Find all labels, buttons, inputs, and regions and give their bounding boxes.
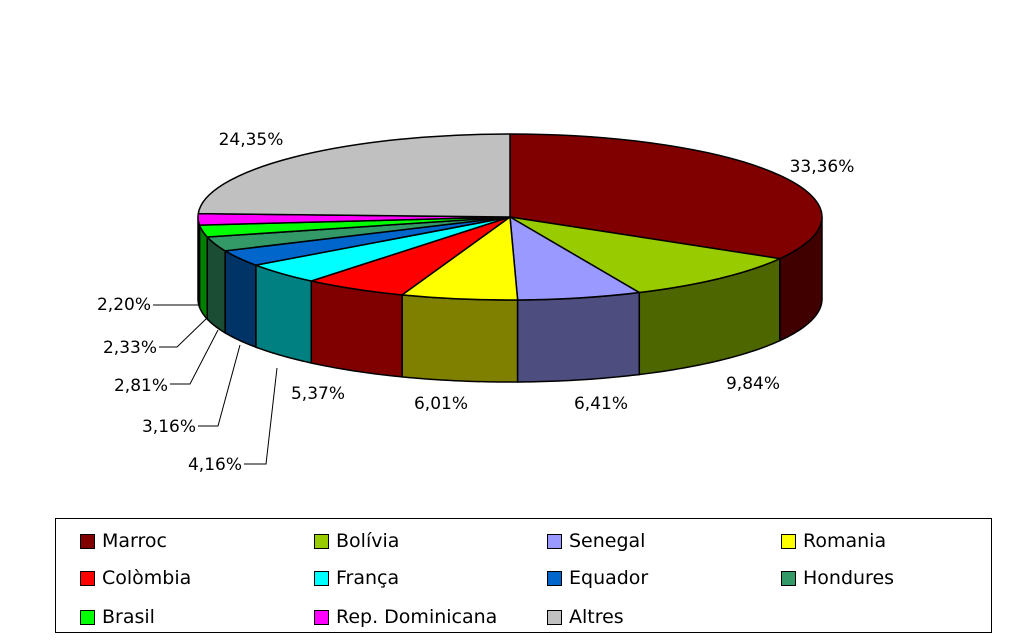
legend-swatch (547, 609, 562, 625)
data-label-romania: 6,01% (414, 394, 468, 414)
data-label-hondures: 2,81% (114, 376, 168, 396)
legend-item: Altres (547, 605, 624, 629)
leader-line-equador (198, 344, 241, 427)
legend-swatch (314, 533, 329, 549)
legend-item: Marroc (80, 529, 167, 553)
legend: Marroc Bolívia Senegal Romania Colòmbia Franç… (55, 518, 992, 633)
pie-tops (197, 133, 823, 301)
data-label-bol-via: 9,84% (726, 374, 780, 394)
slice-side-senegal (516, 291, 641, 383)
data-label-brasil: 2,33% (103, 338, 157, 358)
legend-label: Rep. Dominicana (336, 606, 498, 628)
legend-item: Senegal (547, 529, 645, 553)
legend-label: Marroc (102, 530, 167, 552)
legend-label: Brasil (102, 606, 155, 628)
data-label-marroc: 33,36% (790, 157, 855, 177)
legend-label: Romania (803, 530, 887, 552)
leader-line-brasil (159, 317, 208, 348)
legend-swatch (314, 609, 329, 625)
legend-item: Equador (547, 566, 648, 590)
legend-swatch (781, 533, 796, 549)
legend-label: França (336, 567, 400, 589)
legend-swatch (80, 609, 95, 625)
legend-swatch (80, 570, 95, 586)
legend-label: Senegal (569, 530, 646, 552)
data-label-col-mbia: 5,37% (291, 384, 345, 404)
legend-item: Hondures (781, 566, 894, 590)
legend-item: Bolívia (314, 529, 399, 553)
leader-line-hondures (170, 329, 219, 385)
data-label-rep-dominicana: 2,20% (97, 295, 151, 315)
slice-side-rep-dominicana (197, 217, 201, 308)
slice-side-col-mbia (310, 280, 403, 378)
legend-item: Colòmbia (80, 566, 191, 590)
legend-swatch (80, 533, 95, 549)
legend-label: Colòmbia (102, 567, 192, 589)
slice-bol-via (509, 216, 781, 294)
data-label-senegal: 6,41% (574, 394, 628, 414)
data-label-fran-a: 4,16% (188, 455, 242, 475)
slice-side-brasil (198, 224, 208, 321)
leader-line-fran-a (244, 367, 278, 465)
slice-altres (197, 133, 511, 218)
data-label-altres: 24,35% (219, 130, 284, 150)
slice-marroc (509, 133, 823, 260)
legend-item: Romania (781, 529, 886, 553)
legend-label: Equador (569, 567, 649, 589)
slice-side-equador (224, 249, 257, 349)
legend-swatch (781, 570, 796, 586)
data-labels: 33,36% 9,84% 6,41% 6,01% 5,37% 4,16% 3,16% 2,81… (97, 130, 854, 475)
legend-label: Hondures (803, 567, 895, 589)
legend-swatch (314, 570, 329, 586)
legend-item: Rep. Dominicana (314, 605, 497, 629)
data-label-equador: 3,16% (142, 417, 196, 437)
slice-senegal (509, 216, 641, 301)
slice-side-romania (401, 294, 519, 383)
legend-item: Brasil (80, 605, 155, 629)
slice-side-hondures (206, 235, 226, 335)
legend-label: Altres (569, 606, 624, 628)
legend-swatch (547, 533, 562, 549)
legend-item: França (314, 566, 399, 590)
slice-romania (401, 216, 519, 301)
legend-label: Bolívia (336, 530, 400, 552)
legend-swatch (547, 570, 562, 586)
